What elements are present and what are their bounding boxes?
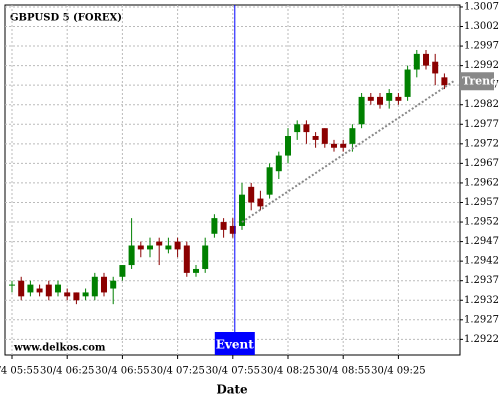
y-tick-label: 1.2947 <box>464 236 499 247</box>
x-tick-label: 30/4 08:55 <box>316 366 370 377</box>
y-tick-label: 1.3002 <box>464 21 499 32</box>
candle-body <box>358 96 365 125</box>
candle-body <box>101 276 107 293</box>
candle-body <box>331 143 337 148</box>
candle-body <box>229 225 236 234</box>
candle-body <box>9 284 15 286</box>
x-tick-label: 30/4 06:55 <box>95 366 149 377</box>
x-tick-label: 30/4 07:25 <box>150 366 204 377</box>
candle-body <box>266 167 273 195</box>
watermark: www.delkos.com <box>13 343 106 354</box>
candle-body <box>73 292 80 301</box>
candle-body <box>18 280 25 297</box>
x-tick-label: 30/4 07:55 <box>206 366 260 377</box>
x-tick-label: 30/4 06:25 <box>40 366 94 377</box>
y-tick-label: 1.2952 <box>464 217 499 228</box>
y-tick-label: 1.2972 <box>464 138 499 149</box>
candle-body <box>137 245 144 250</box>
y-tick-label: 1.2927 <box>464 314 499 325</box>
y-tick-label: 1.2957 <box>464 197 499 208</box>
candle-body <box>45 284 52 297</box>
candle-body <box>82 292 89 297</box>
y-tick-label: 1.3007 <box>464 1 499 12</box>
y-tick-label: 1.2932 <box>464 295 499 306</box>
candle-body <box>404 69 411 97</box>
candle-body <box>285 136 291 156</box>
candle-body <box>432 61 439 74</box>
candle-body <box>423 53 429 66</box>
candle-body <box>119 265 126 277</box>
candle-body <box>413 53 420 70</box>
candle-body <box>202 245 209 269</box>
candle-body <box>165 245 172 250</box>
candle-body <box>211 218 218 234</box>
y-tick-label: 1.2962 <box>464 177 499 188</box>
candle-body <box>110 280 117 289</box>
candle-body <box>220 222 227 230</box>
x-tick-label: 30/4 08:25 <box>261 366 315 377</box>
candle-body <box>128 245 135 266</box>
candle-body <box>27 284 34 293</box>
candle-body <box>367 96 374 101</box>
candle-body <box>91 276 98 297</box>
chart-title: GBPUSD 5 (FOREX) <box>10 13 122 24</box>
y-tick-label: 1.2992 <box>464 60 499 71</box>
trend-label: Trend <box>462 74 498 87</box>
candle-body <box>395 96 402 101</box>
candle-body <box>55 284 61 293</box>
candle-body <box>174 241 181 250</box>
y-tick-label: 1.2922 <box>464 334 499 345</box>
candle-body <box>321 128 328 144</box>
candle-body <box>377 96 383 105</box>
candle-body <box>257 198 264 207</box>
y-tick-label: 1.2937 <box>464 275 499 286</box>
candle-body <box>441 77 448 86</box>
y-tick-label: 1.2942 <box>464 256 499 267</box>
candle-body <box>349 128 356 144</box>
event-label: Event <box>216 338 254 352</box>
candle-body <box>147 245 153 250</box>
candle-body <box>340 143 347 148</box>
candle-body <box>156 241 163 246</box>
candle-body <box>248 186 255 203</box>
candle-body <box>386 92 393 101</box>
candle-body <box>36 288 43 293</box>
x-tick-label: 30/4 09:25 <box>371 366 425 377</box>
candle-body <box>193 268 199 273</box>
candle-body <box>294 124 301 133</box>
candle-body <box>183 245 190 273</box>
x-tick-label: 30/4 05:55 <box>0 366 39 377</box>
candle-body <box>312 136 319 140</box>
candle-body <box>239 194 245 226</box>
event-label-box <box>214 332 255 355</box>
candle-body <box>275 155 282 172</box>
y-tick-label: 1.2977 <box>464 119 499 130</box>
candle-body <box>303 124 310 133</box>
trend-label-box <box>460 72 494 91</box>
y-tick-label: 1.2967 <box>464 158 499 169</box>
plot-frame <box>4 4 461 356</box>
candle-body <box>64 292 71 297</box>
x-axis-label: Date <box>216 383 248 397</box>
y-tick-label: 1.2982 <box>464 99 499 110</box>
y-tick-label: 1.2997 <box>464 41 499 52</box>
